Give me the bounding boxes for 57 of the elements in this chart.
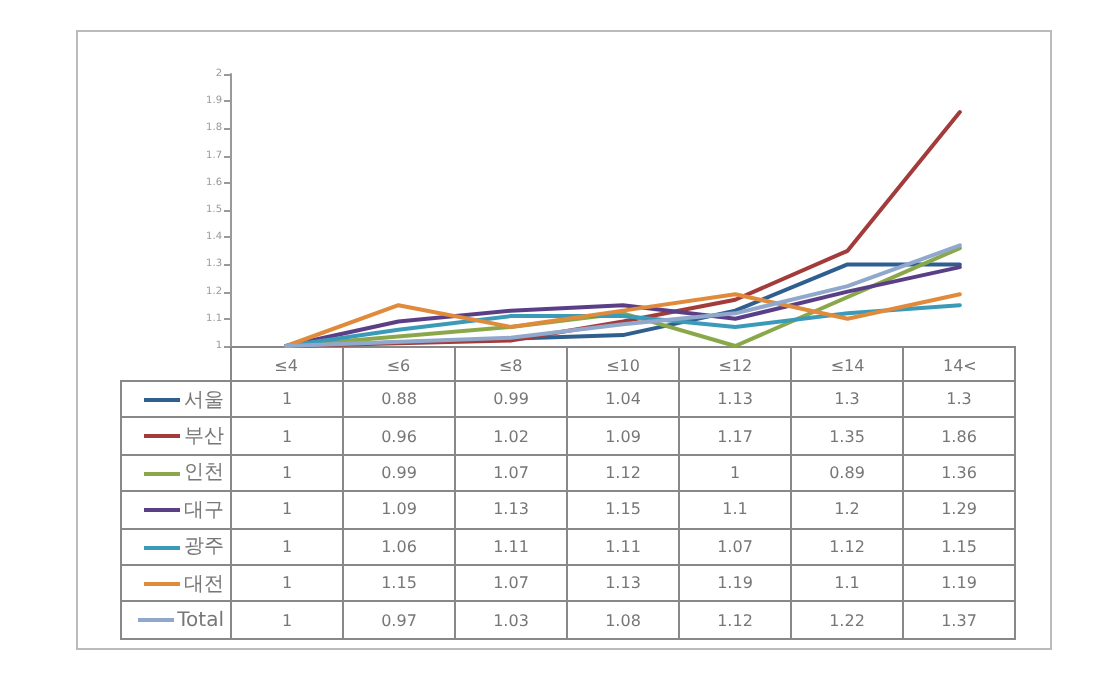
data-label: 1.3 — [903, 381, 1015, 418]
data-label: 1.09 — [343, 491, 455, 529]
x-tick-label: ≤8 — [498, 357, 523, 375]
text: 0.89 — [829, 463, 865, 482]
data-label: 1.1 — [791, 564, 903, 602]
text: 0.96 — [381, 427, 417, 446]
data-label: 1.1 — [679, 491, 791, 529]
text: 0.99 — [493, 390, 529, 409]
legend-label: 인천 — [121, 454, 231, 492]
data-label: 1.07 — [455, 454, 567, 492]
data-label: 1.09 — [567, 417, 679, 455]
data-label: 1.07 — [679, 528, 791, 565]
data-label: 1.29 — [903, 491, 1015, 529]
data-label: 1.13 — [679, 381, 791, 418]
x-tick-label: ≤10 — [606, 357, 640, 375]
x-tick-label: ≤6 — [386, 357, 411, 375]
legend-label: 광주 — [121, 528, 231, 565]
x-tick-label: ≤12 — [718, 357, 753, 375]
data-label: 1.03 — [455, 601, 567, 639]
data-label: 1.11 — [567, 528, 679, 565]
data-label: 1.13 — [455, 491, 567, 529]
data-label: 1.06 — [343, 528, 455, 565]
legend-label: 서울 — [121, 381, 231, 418]
x-tick-label: ≤4 — [274, 357, 298, 375]
data-label: 1.08 — [567, 601, 679, 639]
data-label: 1.19 — [903, 564, 1015, 602]
text: 0.99 — [381, 463, 417, 482]
data-label: 1.07 — [455, 564, 567, 602]
text: 0.97 — [381, 611, 417, 630]
x-tick-label: 14< — [942, 357, 977, 375]
legend-label: 대전 — [121, 564, 231, 602]
text: 0.88 — [381, 390, 417, 409]
data-label: 1.11 — [455, 528, 567, 565]
data-label: 1.12 — [791, 528, 903, 565]
data-label: 1.17 — [679, 417, 791, 455]
data-label: 1.36 — [903, 454, 1015, 492]
data-label: 1.86 — [903, 417, 1015, 455]
data-label: 1.12 — [567, 454, 679, 492]
data-label: 1 — [679, 454, 791, 492]
x-tick-label: ≤14 — [830, 357, 865, 375]
data-label: 1.2 — [791, 491, 903, 529]
line-series — [284, 292, 962, 348]
legend-label: 대구 — [121, 491, 231, 529]
data-label: 1.3 — [791, 381, 903, 418]
data-label: 1.35 — [791, 417, 903, 455]
legend-label: Total — [121, 601, 231, 639]
data-label: 1.13 — [567, 564, 679, 602]
data-label: 1.37 — [903, 601, 1015, 639]
data-label: 1.22 — [791, 601, 903, 639]
data-label: 1.04 — [567, 381, 679, 418]
legend-label: 부산 — [121, 417, 231, 455]
data-label: 1.15 — [567, 491, 679, 529]
data-label: 1.02 — [455, 417, 567, 455]
data-label: 1.19 — [679, 564, 791, 602]
data-label: 1.12 — [679, 601, 791, 639]
data-label: 1.15 — [903, 528, 1015, 565]
data-label: 1.15 — [343, 564, 455, 602]
